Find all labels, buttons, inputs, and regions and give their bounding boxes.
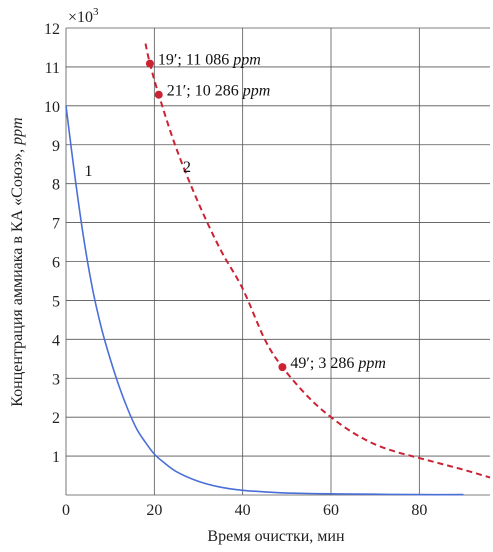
x-tick-label: 20 [146,502,162,519]
y-axis-title: Концентрация аммиака в КА «Союз», ppm [9,117,26,406]
x-tick-label: 40 [235,502,251,519]
y-tick-label: 2 [52,410,60,427]
x-axis-title: Время очистки, мин [207,528,345,545]
series-label: 1 [85,163,93,180]
y-axis-multiplier: ×103 [68,6,99,26]
x-tick-label: 60 [323,502,339,519]
annotated-point [154,90,163,99]
point-annotation-label: 21′; 10 286 ppm [167,83,271,100]
point-annotation-label: 19′; 11 086 ppm [158,52,261,69]
series-line-1 [65,105,464,496]
y-tick-label: 5 [52,293,60,310]
y-tick-label: 6 [52,255,60,272]
y-tick-label: 1 [52,449,60,466]
annotated-point [145,59,154,68]
y-tick-label: 10 [44,99,60,116]
series-label: 2 [183,159,191,176]
x-tick-label: 80 [411,502,427,519]
annotations: 19′; 11 086 ppm 21′; 10 286 ppm 49′; 3 286… [145,52,386,372]
y-tick-label: 4 [52,332,60,349]
series-line-2 [144,43,491,479]
y-tick-label: 8 [52,177,60,194]
y-tick-label: 12 [44,21,60,38]
y-tick-label: 9 [52,138,60,155]
grid [65,27,490,496]
x-tick-label: 0 [62,502,70,519]
point-annotation-label: 49′; 3 286 ppm [290,355,386,372]
y-tick-label: 11 [45,60,60,77]
annotated-point [278,363,287,372]
y-tick-label: 3 [52,371,60,388]
y-tick-label: 7 [52,216,60,233]
